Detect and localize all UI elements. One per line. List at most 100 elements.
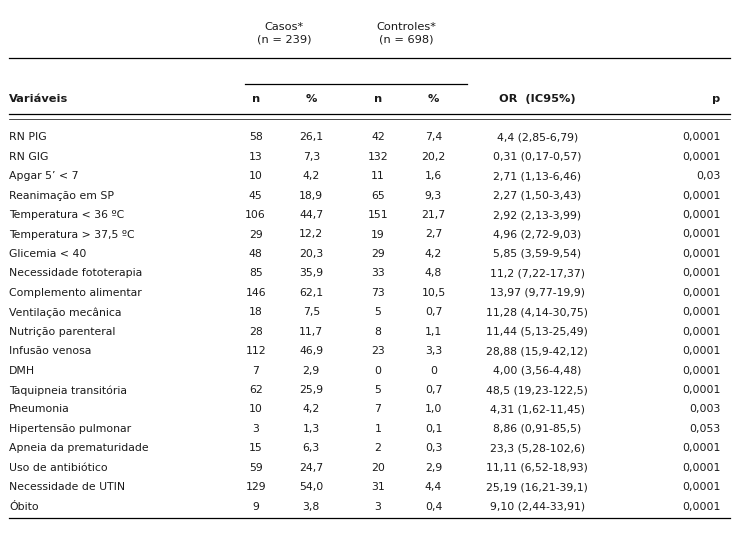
Text: 7: 7: [252, 366, 259, 376]
Text: 0,0001: 0,0001: [682, 191, 720, 201]
Text: 33: 33: [371, 268, 385, 279]
Text: Necessidade fototerapia: Necessidade fototerapia: [9, 268, 142, 279]
Text: 2,71 (1,13-6,46): 2,71 (1,13-6,46): [494, 171, 581, 181]
Text: 0,0001: 0,0001: [682, 249, 720, 259]
Text: 1: 1: [374, 424, 382, 434]
Text: OR  (IC95%): OR (IC95%): [499, 94, 576, 105]
Text: 0,1: 0,1: [425, 424, 442, 434]
Text: 0,0001: 0,0001: [682, 346, 720, 356]
Text: RN PIG: RN PIG: [9, 132, 47, 143]
Text: 7,3: 7,3: [302, 152, 320, 162]
Text: 0,0001: 0,0001: [682, 385, 720, 395]
Text: 11,7: 11,7: [299, 327, 323, 337]
Text: 20,2: 20,2: [422, 152, 445, 162]
Text: 2,92 (2,13-3,99): 2,92 (2,13-3,99): [494, 210, 581, 220]
Text: 0,7: 0,7: [425, 385, 442, 395]
Text: 2,27 (1,50-3,43): 2,27 (1,50-3,43): [493, 191, 582, 201]
Text: 11,44 (5,13-25,49): 11,44 (5,13-25,49): [486, 327, 588, 337]
Text: 10: 10: [249, 404, 262, 415]
Text: 112: 112: [245, 346, 266, 356]
Text: n: n: [251, 94, 260, 105]
Text: 0,4: 0,4: [425, 502, 442, 512]
Text: 129: 129: [245, 482, 266, 492]
Text: 5: 5: [374, 307, 382, 318]
Text: 42: 42: [371, 132, 385, 143]
Text: 11: 11: [371, 171, 385, 181]
Text: Apgar 5’ < 7: Apgar 5’ < 7: [9, 171, 79, 181]
Text: 0: 0: [430, 366, 437, 376]
Text: DMH: DMH: [9, 366, 35, 376]
Text: 6,3: 6,3: [302, 443, 320, 454]
Text: 0,0001: 0,0001: [682, 230, 720, 240]
Text: Ventilação mecânica: Ventilação mecânica: [9, 307, 122, 318]
Text: Nutrição parenteral: Nutrição parenteral: [9, 327, 116, 337]
Text: 11,28 (4,14-30,75): 11,28 (4,14-30,75): [486, 307, 588, 318]
Text: 23: 23: [371, 346, 385, 356]
Text: Temperatura < 36 ºC: Temperatura < 36 ºC: [9, 210, 124, 220]
Text: 0: 0: [374, 366, 382, 376]
Text: 1,3: 1,3: [302, 424, 320, 434]
Text: Necessidade de UTIN: Necessidade de UTIN: [9, 482, 125, 492]
Text: 20,3: 20,3: [299, 249, 323, 259]
Text: 0,0001: 0,0001: [682, 443, 720, 454]
Text: 3,8: 3,8: [302, 502, 320, 512]
Text: 2,9: 2,9: [425, 463, 442, 473]
Text: 25,19 (16,21-39,1): 25,19 (16,21-39,1): [486, 482, 588, 492]
Text: 35,9: 35,9: [299, 268, 323, 279]
Text: n: n: [373, 94, 382, 105]
Text: Uso de antibiótico: Uso de antibiótico: [9, 463, 107, 473]
Text: 7,5: 7,5: [302, 307, 320, 318]
Text: 0,31 (0,17-0,57): 0,31 (0,17-0,57): [493, 152, 582, 162]
Text: 0,0001: 0,0001: [682, 327, 720, 337]
Text: 31: 31: [371, 482, 385, 492]
Text: 1,1: 1,1: [425, 327, 442, 337]
Text: 28: 28: [249, 327, 262, 337]
Text: 46,9: 46,9: [299, 346, 323, 356]
Text: 0,7: 0,7: [425, 307, 442, 318]
Text: 0,0001: 0,0001: [682, 502, 720, 512]
Text: Infusão venosa: Infusão venosa: [9, 346, 91, 356]
Text: Glicemia < 40: Glicemia < 40: [9, 249, 86, 259]
Text: Variáveis: Variáveis: [9, 94, 68, 105]
Text: 19: 19: [371, 230, 385, 240]
Text: %: %: [305, 94, 317, 105]
Text: 10: 10: [249, 171, 262, 181]
Text: 7: 7: [374, 404, 382, 415]
Text: 106: 106: [245, 210, 266, 220]
Text: 18,9: 18,9: [299, 191, 323, 201]
Text: 146: 146: [245, 288, 266, 298]
Text: 4,8: 4,8: [425, 268, 442, 279]
Text: 1,6: 1,6: [425, 171, 442, 181]
Text: 8: 8: [374, 327, 382, 337]
Text: %: %: [428, 94, 439, 105]
Text: 132: 132: [368, 152, 388, 162]
Text: 21,7: 21,7: [422, 210, 445, 220]
Text: 9: 9: [252, 502, 259, 512]
Text: 9,3: 9,3: [425, 191, 442, 201]
Text: RN GIG: RN GIG: [9, 152, 48, 162]
Text: 44,7: 44,7: [299, 210, 323, 220]
Text: 62,1: 62,1: [299, 288, 323, 298]
Text: 13,97 (9,77-19,9): 13,97 (9,77-19,9): [490, 288, 585, 298]
Text: 48,5 (19,23-122,5): 48,5 (19,23-122,5): [486, 385, 588, 395]
Text: 4,2: 4,2: [302, 171, 320, 181]
Text: p: p: [712, 94, 720, 105]
Text: 0,0001: 0,0001: [682, 288, 720, 298]
Text: 28,88 (15,9-42,12): 28,88 (15,9-42,12): [486, 346, 588, 356]
Text: 12,2: 12,2: [299, 230, 323, 240]
Text: 4,2: 4,2: [425, 249, 442, 259]
Text: Hipertensão pulmonar: Hipertensão pulmonar: [9, 424, 131, 434]
Text: 24,7: 24,7: [299, 463, 323, 473]
Text: 65: 65: [371, 191, 385, 201]
Text: 62: 62: [249, 385, 262, 395]
Text: 11,11 (6,52-18,93): 11,11 (6,52-18,93): [486, 463, 588, 473]
Text: 4,31 (1,62-11,45): 4,31 (1,62-11,45): [490, 404, 585, 415]
Text: 26,1: 26,1: [299, 132, 323, 143]
Text: 15: 15: [249, 443, 262, 454]
Text: Temperatura > 37,5 ºC: Temperatura > 37,5 ºC: [9, 230, 135, 240]
Text: 2,7: 2,7: [425, 230, 442, 240]
Text: 13: 13: [249, 152, 262, 162]
Text: 9,10 (2,44-33,91): 9,10 (2,44-33,91): [490, 502, 585, 512]
Text: 59: 59: [249, 463, 262, 473]
Text: 151: 151: [368, 210, 388, 220]
